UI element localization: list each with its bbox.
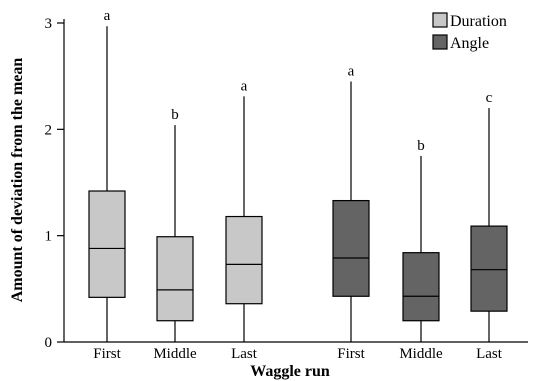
significance-letter: c bbox=[486, 90, 493, 106]
y-tick-label: 1 bbox=[45, 229, 53, 245]
iqr-box bbox=[156, 236, 194, 322]
legend: Duration Angle bbox=[432, 12, 507, 52]
y-tick-label: 0 bbox=[45, 335, 53, 351]
legend-swatch-duration bbox=[432, 12, 448, 28]
category-label: Last bbox=[476, 346, 503, 362]
category-label: Middle bbox=[399, 346, 443, 362]
category-label: First bbox=[337, 346, 365, 362]
significance-letter: a bbox=[348, 63, 355, 79]
box-angle-last: c Last bbox=[470, 90, 508, 362]
significance-letter: b bbox=[417, 138, 425, 154]
iqr-box bbox=[402, 252, 440, 322]
box-duration-last: a Last bbox=[225, 78, 263, 362]
category-label: Middle bbox=[153, 346, 197, 362]
box-duration-first: a First bbox=[88, 8, 126, 362]
y-tick-label: 2 bbox=[45, 122, 53, 138]
iqr-box bbox=[332, 199, 370, 297]
box-duration-middle: b Middle bbox=[153, 107, 197, 362]
plot-area: 0 1 2 3 a First b Middle a Last a First b Middle c Last bbox=[45, 8, 528, 362]
legend-swatch-angle bbox=[432, 34, 448, 50]
x-axis-label: Waggle run bbox=[250, 363, 330, 380]
significance-letter: a bbox=[104, 8, 111, 24]
category-label: First bbox=[93, 346, 121, 362]
iqr-box bbox=[88, 190, 126, 298]
category-label: Last bbox=[231, 346, 258, 362]
y-tick-label: 3 bbox=[45, 16, 53, 32]
box-angle-middle: b Middle bbox=[399, 138, 443, 362]
legend-label-duration: Duration bbox=[450, 13, 507, 30]
significance-letter: a bbox=[241, 78, 248, 94]
iqr-box bbox=[470, 225, 508, 312]
significance-letter: b bbox=[171, 107, 179, 123]
iqr-box bbox=[225, 215, 263, 305]
box-angle-first: a First bbox=[332, 63, 370, 362]
y-axis-label: Amount of deviation from the mean bbox=[9, 58, 26, 303]
legend-label-angle: Angle bbox=[450, 35, 489, 52]
